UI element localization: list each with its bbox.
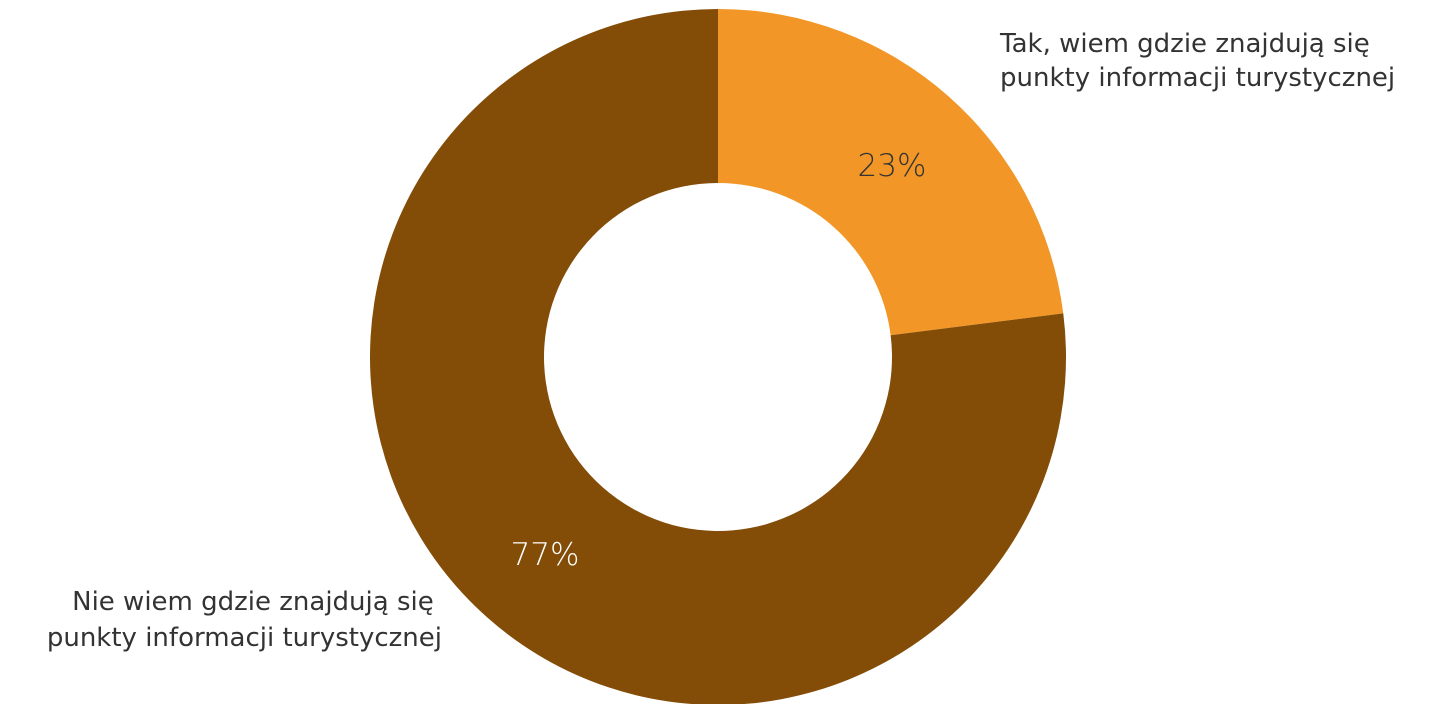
outside-label-tak-line-1: Tak, wiem gdzie znajdują się xyxy=(999,29,1370,59)
donut-slice-nie xyxy=(370,9,1066,704)
outside-label-tak: Tak, wiem gdzie znajdują się punkty info… xyxy=(999,29,1395,93)
outside-label-nie-line-1: Nie wiem gdzie znajdują się xyxy=(72,587,434,617)
slice-value-label-nie: 77% xyxy=(511,537,580,573)
outside-label-nie-line-2: punkty informacji turystycznej xyxy=(47,623,442,653)
outside-label-nie: Nie wiem gdzie znajdują się punkty infor… xyxy=(47,587,442,653)
donut-slice-tak xyxy=(718,9,1064,336)
slice-value-label-tak: 23% xyxy=(858,148,927,184)
donut-slices xyxy=(370,9,1066,704)
outside-label-tak-line-2: punkty informacji turystycznej xyxy=(1000,63,1395,93)
